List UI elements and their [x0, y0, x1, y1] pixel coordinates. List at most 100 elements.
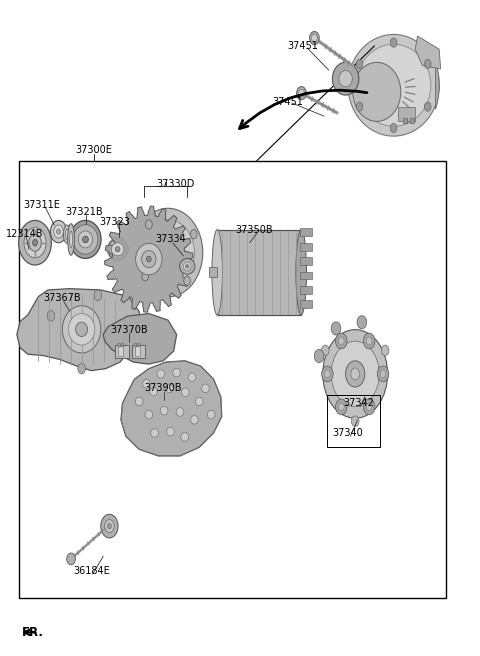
Ellipse shape — [73, 224, 98, 254]
Ellipse shape — [212, 230, 223, 315]
Text: 37300E: 37300E — [75, 144, 112, 155]
Circle shape — [191, 230, 197, 239]
Ellipse shape — [323, 329, 388, 419]
Text: 37390B: 37390B — [144, 383, 182, 394]
Bar — [135, 346, 140, 356]
Bar — [19, 161, 446, 598]
Circle shape — [363, 399, 375, 415]
Ellipse shape — [142, 220, 194, 285]
Ellipse shape — [191, 416, 198, 424]
Bar — [410, 118, 414, 123]
Ellipse shape — [68, 224, 74, 255]
Bar — [300, 272, 312, 279]
Ellipse shape — [136, 243, 162, 275]
Text: 37311E: 37311E — [24, 199, 60, 210]
Circle shape — [380, 370, 386, 378]
Ellipse shape — [115, 247, 120, 252]
Circle shape — [312, 34, 317, 42]
Ellipse shape — [207, 411, 215, 419]
Ellipse shape — [78, 231, 93, 248]
Circle shape — [377, 366, 389, 382]
Ellipse shape — [346, 361, 365, 387]
Ellipse shape — [143, 379, 150, 388]
Circle shape — [363, 333, 375, 349]
Circle shape — [338, 403, 344, 411]
Text: 37342: 37342 — [344, 398, 374, 409]
Circle shape — [134, 343, 137, 347]
Circle shape — [336, 333, 347, 349]
Circle shape — [424, 60, 431, 69]
Circle shape — [121, 343, 124, 347]
Ellipse shape — [195, 397, 203, 405]
Bar — [300, 228, 312, 236]
Ellipse shape — [135, 397, 143, 405]
Circle shape — [390, 38, 397, 47]
Ellipse shape — [65, 229, 69, 239]
Text: 37451: 37451 — [287, 41, 318, 51]
Bar — [403, 118, 407, 123]
Text: FR.: FR. — [22, 626, 44, 639]
Ellipse shape — [348, 34, 439, 136]
Ellipse shape — [142, 251, 156, 268]
Bar — [208, 267, 217, 277]
Text: 36184E: 36184E — [73, 565, 109, 576]
Circle shape — [322, 366, 333, 382]
Bar — [132, 345, 145, 358]
Ellipse shape — [29, 234, 41, 251]
Ellipse shape — [188, 373, 196, 381]
Ellipse shape — [108, 239, 127, 260]
Circle shape — [336, 399, 347, 415]
Circle shape — [357, 316, 367, 329]
Circle shape — [184, 276, 191, 285]
Text: 37367B: 37367B — [44, 293, 81, 304]
Text: 37323: 37323 — [100, 216, 131, 227]
Circle shape — [331, 322, 341, 335]
Ellipse shape — [19, 220, 51, 265]
Ellipse shape — [296, 230, 307, 315]
Text: 37370B: 37370B — [110, 325, 147, 335]
Ellipse shape — [167, 428, 174, 436]
Ellipse shape — [76, 322, 88, 337]
Bar — [327, 395, 380, 447]
Circle shape — [381, 345, 389, 356]
Ellipse shape — [50, 220, 67, 243]
Ellipse shape — [33, 239, 37, 246]
Ellipse shape — [185, 264, 189, 268]
Circle shape — [142, 272, 149, 281]
Circle shape — [118, 343, 120, 347]
Bar — [118, 346, 123, 356]
Ellipse shape — [133, 208, 203, 297]
Ellipse shape — [356, 44, 431, 126]
Ellipse shape — [145, 411, 153, 419]
Ellipse shape — [57, 229, 60, 234]
Circle shape — [47, 310, 55, 321]
Polygon shape — [121, 361, 222, 456]
Ellipse shape — [353, 62, 401, 121]
Ellipse shape — [331, 341, 379, 407]
Ellipse shape — [24, 228, 46, 258]
Ellipse shape — [332, 62, 359, 95]
Bar — [398, 107, 415, 121]
Circle shape — [310, 31, 319, 45]
Ellipse shape — [111, 243, 124, 256]
Circle shape — [145, 220, 152, 229]
Text: 37451: 37451 — [273, 96, 303, 107]
Ellipse shape — [70, 231, 72, 248]
Circle shape — [101, 514, 118, 538]
Bar — [300, 243, 312, 251]
Circle shape — [366, 337, 372, 345]
Circle shape — [356, 102, 363, 111]
Ellipse shape — [160, 406, 168, 415]
Circle shape — [356, 60, 363, 69]
Circle shape — [94, 290, 102, 300]
Bar — [115, 345, 129, 358]
Circle shape — [322, 345, 329, 356]
Ellipse shape — [339, 70, 352, 87]
Ellipse shape — [351, 368, 360, 380]
Circle shape — [324, 370, 330, 378]
Polygon shape — [105, 206, 193, 312]
Circle shape — [351, 416, 359, 426]
Text: 37330D: 37330D — [156, 178, 194, 189]
Ellipse shape — [146, 256, 151, 262]
Ellipse shape — [69, 314, 95, 345]
